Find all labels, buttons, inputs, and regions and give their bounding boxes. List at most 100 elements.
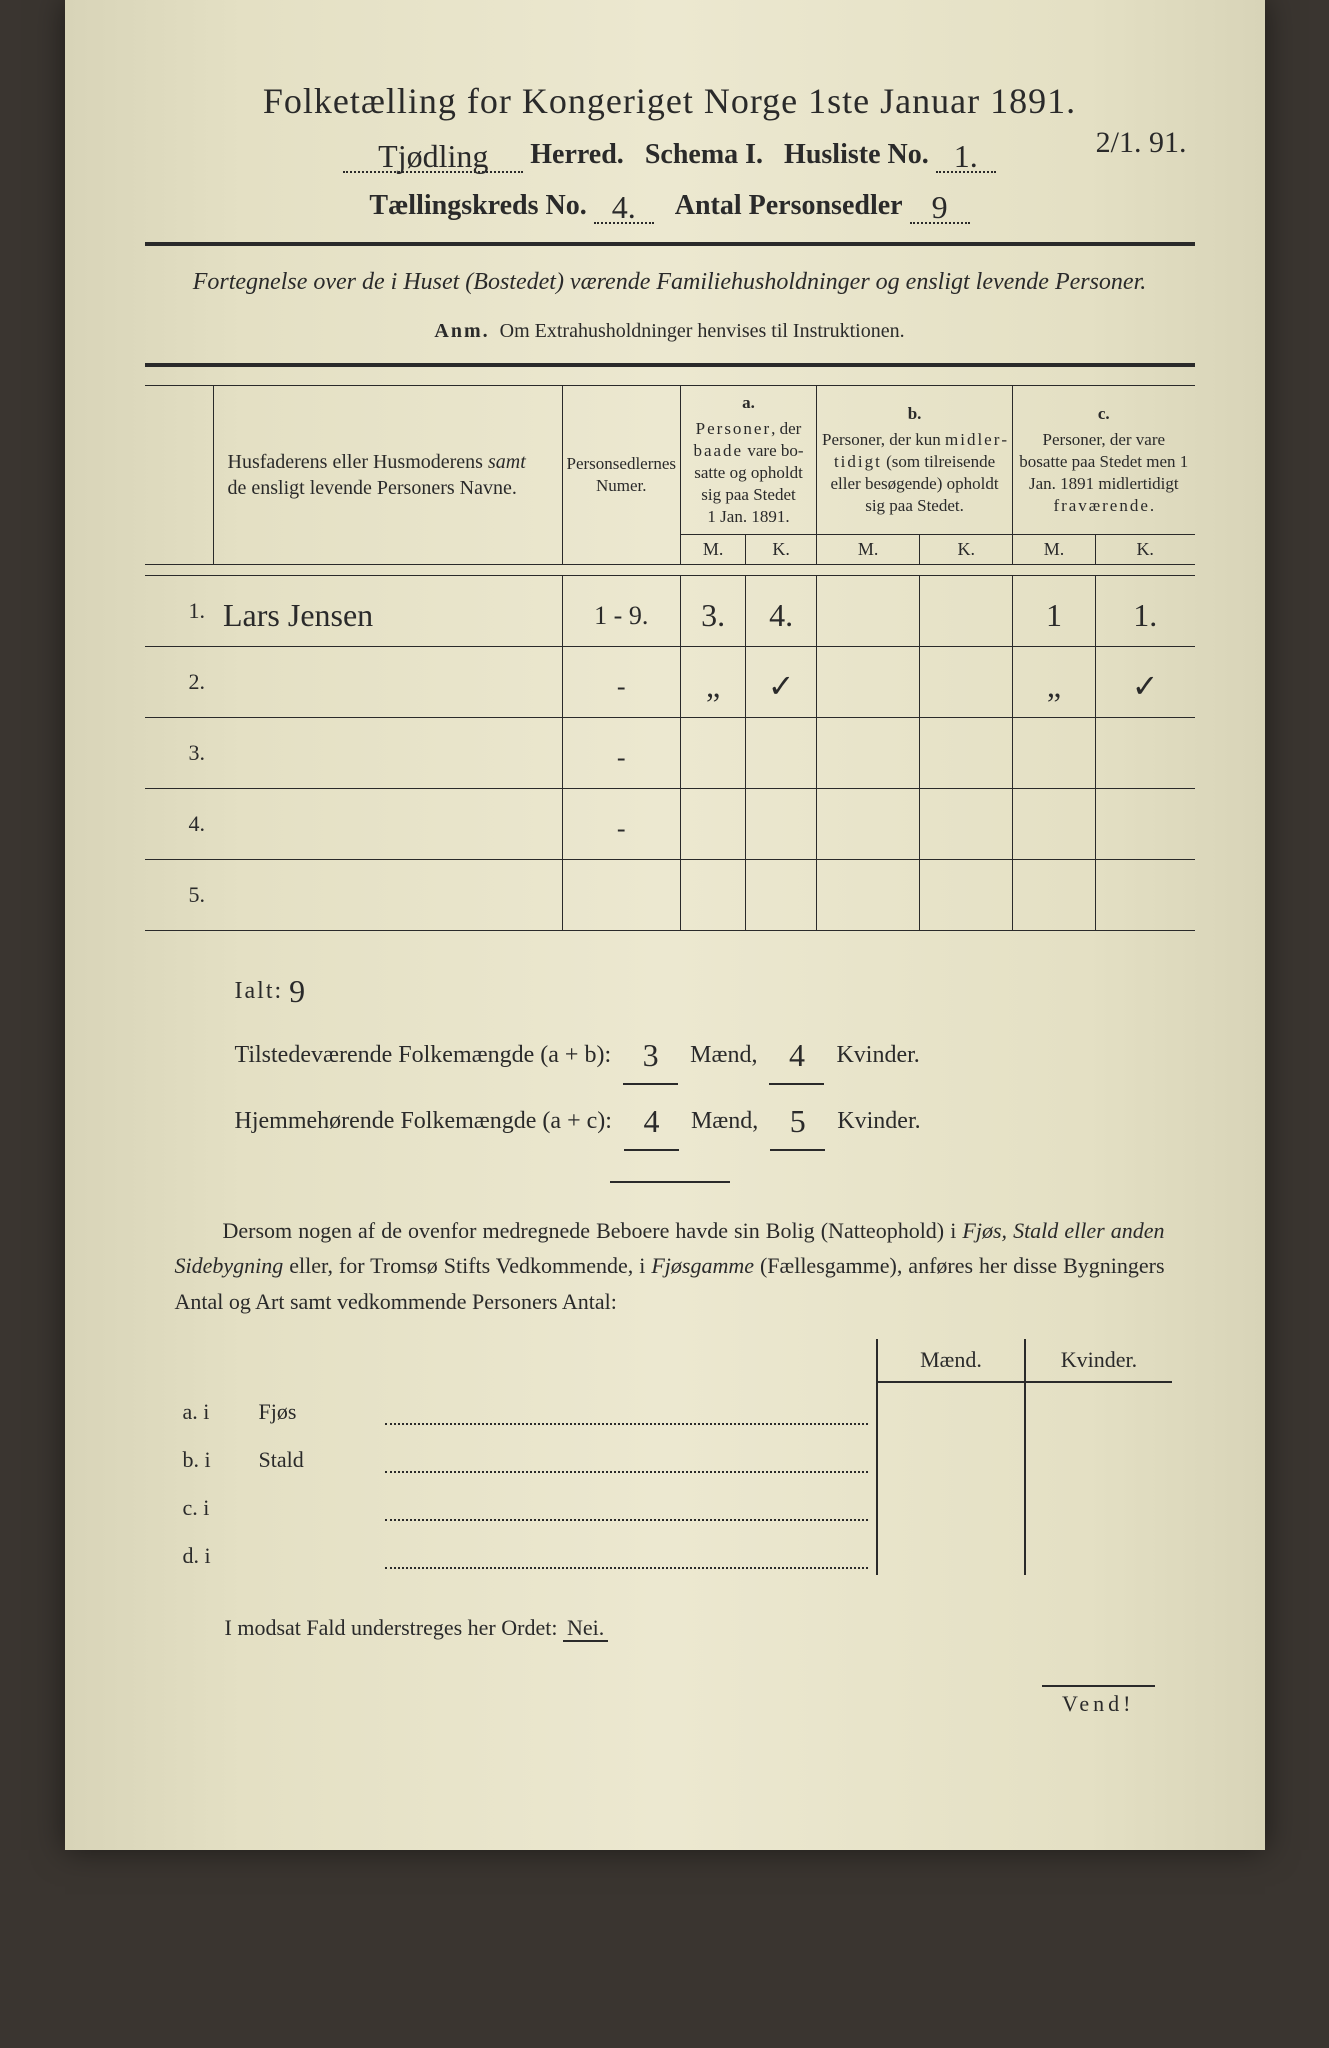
husliste-no: 1.: [954, 138, 978, 174]
c-m-cell: [1013, 718, 1096, 789]
c-m-cell: 1: [1013, 576, 1096, 647]
building-k-cell: [1025, 1479, 1172, 1527]
c-m-cell: „: [1013, 647, 1096, 718]
building-row: c. i: [175, 1479, 1173, 1527]
buildings-table: Mænd. Kvinder. a. iFjøsb. iStaldc. id. i: [175, 1339, 1173, 1575]
numer-cell: 1 - 9.: [562, 576, 681, 647]
herred-label: Herred.: [530, 139, 624, 170]
b-m-cell: [817, 860, 920, 931]
divider: [610, 1181, 730, 1183]
modsat-line: I modsat Fald understreges her Ordet: Ne…: [225, 1615, 1165, 1641]
tilstede-label: Tilstedeværende Folkemængde (a + b):: [235, 1042, 612, 1068]
antal-no: 9: [932, 189, 948, 225]
a-m-cell: [681, 860, 746, 931]
building-type: [251, 1479, 377, 1527]
c-m-cell: [1013, 789, 1096, 860]
a-k-cell: [746, 789, 817, 860]
anm-text: Om Extrahusholdninger henvises til Instr…: [500, 320, 905, 342]
modsat-nei: Nei.: [563, 1615, 608, 1642]
ialt-label: Ialt:: [235, 978, 284, 1004]
kvinder-label: Kvinder.: [836, 1042, 919, 1068]
building-label: a. i: [175, 1382, 251, 1431]
table-row: 2.-„✓„✓: [145, 647, 1195, 718]
row-number: 1.: [145, 576, 214, 647]
vend-label: Vend!: [145, 1691, 1155, 1717]
building-label: c. i: [175, 1479, 251, 1527]
hjemme-label: Hjemmehørende Folkemængde (a + c):: [235, 1108, 612, 1134]
mk-header: K.: [920, 535, 1013, 565]
building-row: a. iFjøs: [175, 1382, 1173, 1431]
building-row: d. i: [175, 1527, 1173, 1575]
modsat-text: I modsat Fald understreges her Ordet:: [225, 1615, 558, 1640]
name-cell: Lars Jensen: [213, 576, 562, 647]
building-label: d. i: [175, 1527, 251, 1575]
buildings-maend-header: Mænd.: [877, 1339, 1025, 1382]
b-k-cell: [920, 860, 1013, 931]
b-k-cell: [920, 789, 1013, 860]
antal-label: Antal Personsedler: [675, 190, 903, 221]
maend-label: Mænd,: [690, 1042, 757, 1068]
row-number: 2.: [145, 647, 214, 718]
building-type: Stald: [251, 1431, 377, 1479]
ialt-value: 9: [289, 973, 305, 1009]
name-cell: [213, 647, 562, 718]
col-c: c. Personer, der vare bosatte paa Stedet…: [1013, 385, 1195, 535]
c-k-cell: ✓: [1095, 647, 1194, 718]
building-dots: [377, 1382, 878, 1431]
a-m-cell: 3.: [681, 576, 746, 647]
building-dots: [377, 1479, 878, 1527]
census-page: Folketælling for Kongeriget Norge 1ste J…: [65, 0, 1265, 1850]
building-k-cell: [1025, 1431, 1172, 1479]
herred-value: Tjødling: [378, 138, 488, 174]
hjemme-k: 5: [790, 1103, 806, 1139]
a-m-cell: [681, 789, 746, 860]
table-row: 4. -: [145, 789, 1195, 860]
buildings-paragraph: Dersom nogen af de ovenfor medregnede Be…: [175, 1213, 1165, 1319]
buildings-kvinder-header: Kvinder.: [1025, 1339, 1172, 1382]
building-m-cell: [877, 1527, 1025, 1575]
anm-label: Anm.: [434, 320, 489, 342]
b-m-cell: [817, 718, 920, 789]
numer-cell: -: [562, 789, 681, 860]
building-m-cell: [877, 1479, 1025, 1527]
building-type: [251, 1527, 377, 1575]
kreds-label: Tællingskreds No.: [369, 190, 586, 221]
hjemme-m: 4: [643, 1103, 659, 1139]
row-number: 4.: [145, 789, 214, 860]
table-row: 1.Lars Jensen1 - 9.3.4.11.: [145, 576, 1195, 647]
header-line-1: Tjødling Herred. Schema I. Husliste No. …: [145, 134, 1195, 173]
b-k-cell: [920, 718, 1013, 789]
c-k-cell: 1.: [1095, 576, 1194, 647]
building-m-cell: [877, 1431, 1025, 1479]
mk-header: K.: [746, 535, 817, 565]
building-row: b. iStald: [175, 1431, 1173, 1479]
c-k-cell: [1095, 718, 1194, 789]
building-k-cell: [1025, 1527, 1172, 1575]
name-cell: [213, 718, 562, 789]
a-k-cell: [746, 860, 817, 931]
mk-header: M.: [817, 535, 920, 565]
col-name: Husfaderens eller Husmode­rens samt de e…: [213, 385, 562, 565]
mk-header: K.: [1095, 535, 1194, 565]
b-k-cell: [920, 647, 1013, 718]
building-type: Fjøs: [251, 1382, 377, 1431]
c-m-cell: [1013, 860, 1096, 931]
anm-line: Anm. Om Extrahusholdninger henvises til …: [145, 320, 1195, 343]
col-a: a. Personer, derbaade vare bo­satte og o…: [681, 385, 817, 535]
header-line-2: Tællingskreds No. 4. Antal Personsedler …: [145, 185, 1195, 224]
mk-header: M.: [1013, 535, 1096, 565]
a-k-cell: ✓: [746, 647, 817, 718]
kreds-no: 4.: [612, 189, 636, 225]
c-k-cell: [1095, 789, 1194, 860]
maend-label: Mænd,: [691, 1108, 758, 1134]
table-row: 3.-: [145, 718, 1195, 789]
name-cell: [213, 789, 562, 860]
table-row: 5.: [145, 860, 1195, 931]
intro-text: Fortegnelse over de i Huset (Bostedet) v…: [185, 266, 1155, 300]
numer-cell: [562, 860, 681, 931]
building-dots: [377, 1527, 878, 1575]
husliste-label: Husliste No.: [784, 139, 929, 170]
a-k-cell: [746, 718, 817, 789]
name-cell: [213, 860, 562, 931]
building-k-cell: [1025, 1382, 1172, 1431]
